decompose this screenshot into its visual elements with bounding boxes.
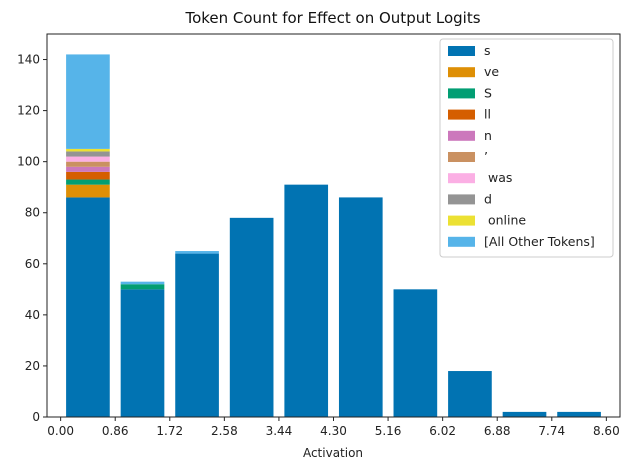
x-axis-title: Activation <box>303 446 363 460</box>
bar-segment-bin2-series10 <box>120 281 165 285</box>
legend-swatch-10 <box>448 236 475 247</box>
x-tick-label-4: 3.44 <box>266 424 293 438</box>
bar-segment-bin1-series2 <box>66 184 110 198</box>
bar-segment-bin1-series3 <box>66 179 110 185</box>
y-tick-label-120: 120 <box>17 104 40 118</box>
x-tick-label-5: 4.30 <box>320 424 347 438</box>
bar-segment-bin1-series8 <box>66 151 110 157</box>
bar-segment-bin1-series6 <box>66 161 110 167</box>
bar-segment-bin1-series4 <box>66 171 110 180</box>
bar-segment-bin1-series5 <box>66 166 110 172</box>
y-tick-label-40: 40 <box>25 308 40 322</box>
y-tick-label-0: 0 <box>32 410 40 424</box>
x-tick-label-3: 2.58 <box>211 424 238 438</box>
bar-segment-bin3-series10 <box>175 251 219 254</box>
legend-swatch-8 <box>448 194 475 205</box>
x-tick-label-0: 0.00 <box>47 424 74 438</box>
plot-area: 0 20 40 60 80 100 120 140 0.00 0.86 1.72 2.58 3.44 4.… <box>17 33 621 438</box>
bar-segment-bin10-series1 <box>557 411 601 417</box>
legend-box <box>439 38 614 258</box>
x-tick-label-9: 7.74 <box>538 424 565 438</box>
legend-swatch-1 <box>448 46 475 56</box>
y-tick-label-20: 20 <box>25 359 40 373</box>
legend-label-3: S <box>484 85 492 100</box>
y-tick-label-80: 80 <box>25 206 40 220</box>
bar-segment-bin7-series1 <box>393 289 438 417</box>
bar-segment-bin5-series1 <box>284 184 329 417</box>
bar-segment-bin2-series3 <box>120 284 165 290</box>
legend-swatch-4 <box>448 109 475 120</box>
legend-swatch-6 <box>448 152 475 162</box>
legend-label-9: online <box>484 213 526 228</box>
bar-segment-bin4-series1 <box>229 217 274 417</box>
legend-swatch-7 <box>448 173 475 184</box>
x-tick-label-8: 6.88 <box>484 424 511 438</box>
x-tick-label-1: 0.86 <box>102 424 129 438</box>
legend-label-1: s <box>484 43 491 58</box>
x-tick-label-7: 6.02 <box>429 424 456 438</box>
y-tick-label-60: 60 <box>25 257 40 271</box>
legend-label-10: [All Other Tokens] <box>484 234 595 249</box>
chart-title: Token Count for Effect on Output Logits <box>184 9 480 27</box>
legend-swatch-5 <box>448 130 475 141</box>
y-tick-label-140: 140 <box>17 53 40 67</box>
bar-segment-bin2-series1 <box>120 289 165 417</box>
x-tick-label-6: 5.16 <box>375 424 402 438</box>
bar-segment-bin1-series7 <box>66 156 110 162</box>
legend-label-5: n <box>484 128 492 143</box>
legend-swatch-2 <box>448 67 475 78</box>
legend-swatch-3 <box>448 88 475 99</box>
bar-segment-bin3-series1 <box>175 253 219 417</box>
bar-segment-bin1-series1 <box>66 197 110 417</box>
y-tick-label-100: 100 <box>17 155 40 169</box>
x-tick-label-10: 8.60 <box>593 424 620 438</box>
bar-segment-bin6-series1 <box>338 197 383 417</box>
legend-label-4: ll <box>484 107 491 122</box>
bar-segment-bin8-series1 <box>448 371 492 417</box>
bar-segment-bin1-series10 <box>66 54 110 149</box>
legend-swatch-9 <box>448 215 475 226</box>
legend-label-7: was <box>484 170 512 185</box>
bar-segment-bin9-series1 <box>502 411 547 417</box>
legend-label-6: ’ <box>484 149 488 164</box>
x-tick-label-2: 1.72 <box>156 424 183 438</box>
legend-label-8: d <box>484 191 492 206</box>
legend-label-2: ve <box>484 64 499 79</box>
bar-segment-bin1-series9 <box>66 148 110 152</box>
